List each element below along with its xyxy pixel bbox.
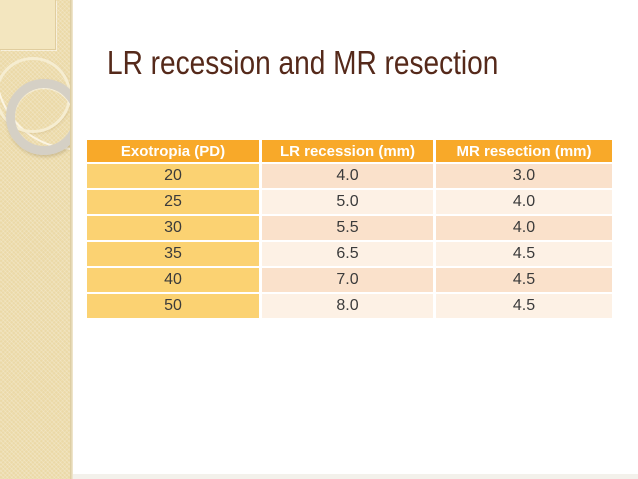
cell-mr-resection: 4.5 [436,242,612,268]
table-header-row: Exotropia (PD) LR recession (mm) MR rese… [87,140,612,164]
cell-lr-recession: 7.0 [262,268,436,294]
decorative-gray-ring-icon [6,79,70,155]
table-row: 20 4.0 3.0 [87,164,612,190]
cell-lr-recession: 8.0 [262,294,436,320]
slide-bottom-edge [73,474,638,479]
table-row: 30 5.5 4.0 [87,216,612,242]
cell-mr-resection: 4.0 [436,216,612,242]
corner-ornament [0,0,56,50]
slide-title: LR recession and MR resection [107,44,499,81]
cell-lr-recession: 5.5 [262,216,436,242]
cell-lr-recession: 4.0 [262,164,436,190]
surgery-dosage-table: Exotropia (PD) LR recession (mm) MR rese… [87,140,612,320]
column-header-mr-resection: MR resection (mm) [436,140,612,164]
table-row: 40 7.0 4.5 [87,268,612,294]
cell-exotropia: 40 [87,268,262,294]
cell-exotropia: 35 [87,242,262,268]
cell-exotropia: 30 [87,216,262,242]
decorative-sidebar [0,0,70,479]
column-header-lr-recession: LR recession (mm) [262,140,436,164]
cell-lr-recession: 5.0 [262,190,436,216]
cell-mr-resection: 3.0 [436,164,612,190]
column-header-exotropia: Exotropia (PD) [87,140,262,164]
cell-exotropia: 25 [87,190,262,216]
table-row: 35 6.5 4.5 [87,242,612,268]
cell-lr-recession: 6.5 [262,242,436,268]
cell-mr-resection: 4.0 [436,190,612,216]
sidebar-edge-divider [70,0,73,479]
cell-exotropia: 20 [87,164,262,190]
table-row: 50 8.0 4.5 [87,294,612,320]
cell-mr-resection: 4.5 [436,294,612,320]
cell-exotropia: 50 [87,294,262,320]
table-row: 25 5.0 4.0 [87,190,612,216]
cell-mr-resection: 4.5 [436,268,612,294]
